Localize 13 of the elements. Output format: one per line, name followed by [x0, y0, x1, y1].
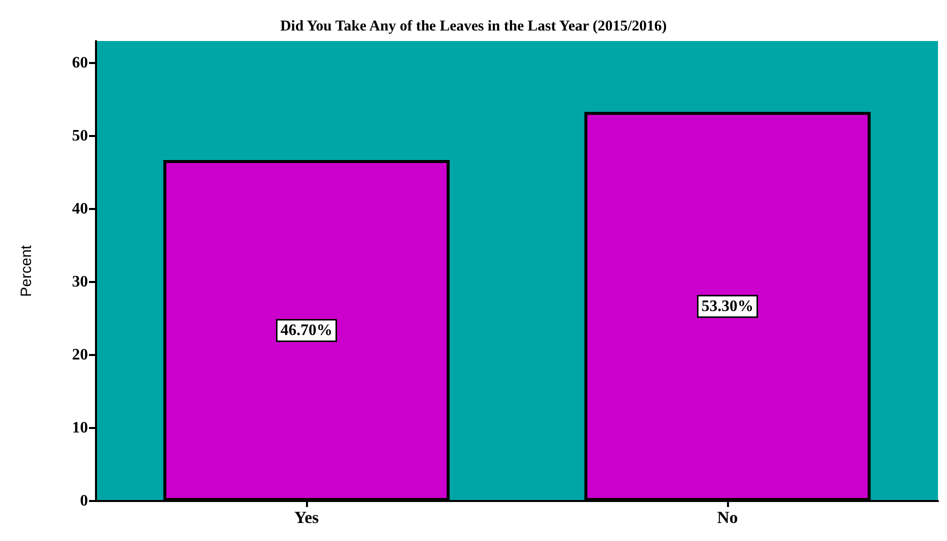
y-tick-label: 40 [72, 200, 88, 218]
y-tick-label: 50 [72, 127, 88, 144]
data-label: 46.70% [280, 322, 332, 340]
y-tick-label: 10 [72, 419, 88, 436]
x-tick-label: No [717, 508, 738, 527]
y-axis-title: Percent [18, 244, 35, 297]
chart-title: Did You Take Any of the Leaves in the Last Year (2015/2016) [280, 18, 667, 34]
y-tick-label: 60 [72, 54, 88, 72]
data-label: 53.30% [702, 298, 754, 315]
y-tick-label: 20 [72, 346, 88, 364]
y-tick-label: 30 [72, 273, 88, 290]
x-tick-label: Yes [294, 508, 320, 527]
y-tick-label: 0 [80, 492, 88, 510]
